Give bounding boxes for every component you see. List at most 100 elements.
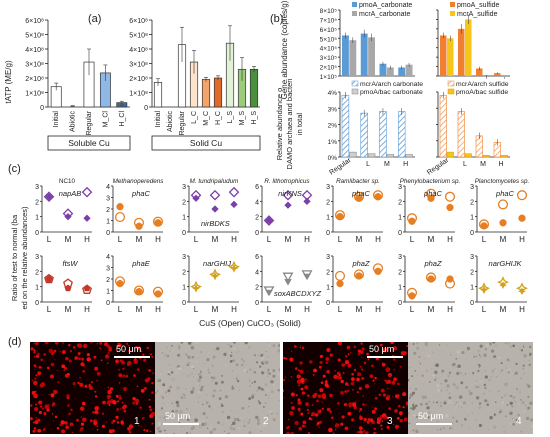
texture-speck [233, 347, 236, 350]
column-title: R. lithotrophicus [264, 178, 310, 185]
texture-speck [198, 425, 203, 429]
texture-speck [299, 369, 304, 374]
texture-speck [289, 411, 294, 416]
texture-speck [243, 361, 245, 363]
texture-speck [375, 357, 379, 361]
texture-speck [347, 385, 349, 387]
texture-speck [151, 381, 154, 385]
texture-speck [196, 342, 199, 345]
texture-speck [503, 430, 507, 434]
texture-speck [256, 361, 259, 364]
texture-speck [442, 385, 445, 388]
texture-speck [52, 420, 54, 422]
y-tick-label: 3 [326, 254, 330, 261]
texture-speck [312, 374, 315, 376]
texture-speck [94, 395, 98, 398]
texture-speck [269, 372, 271, 375]
data-point [133, 285, 145, 296]
x-tick-label: Abiotic [167, 111, 174, 133]
texture-speck [516, 388, 518, 390]
texture-speck [445, 399, 447, 402]
texture-speck [200, 385, 204, 389]
texture-speck [266, 370, 270, 374]
x-tick-label: M_S [239, 111, 246, 126]
texture-speck [427, 354, 430, 358]
texture-speck [241, 407, 245, 410]
texture-speck [326, 347, 331, 353]
x-tick-label: H [403, 161, 408, 168]
texture-speck [33, 343, 35, 345]
texture-speck [245, 431, 250, 434]
texture-speck [253, 354, 256, 357]
micrograph-number: 1 [134, 416, 140, 427]
texture-speck [68, 344, 71, 347]
texture-speck [363, 429, 366, 432]
texture-speck [35, 342, 39, 346]
texture-speck [40, 358, 43, 362]
texture-speck [390, 342, 395, 344]
y-tick-label: 6 [255, 254, 259, 261]
texture-speck [149, 414, 154, 419]
texture-speck [220, 357, 223, 360]
texture-speck [381, 362, 386, 367]
texture-speck [201, 403, 204, 406]
y-tick-label: 2×10⁸ [129, 76, 148, 83]
texture-speck [356, 377, 360, 382]
texture-speck [386, 425, 390, 429]
texture-speck [165, 414, 168, 417]
texture-speck [56, 427, 60, 430]
texture-speck [371, 364, 374, 368]
texture-speck [248, 379, 252, 383]
bar [360, 112, 368, 158]
texture-speck [525, 403, 528, 406]
texture-speck [360, 342, 363, 345]
texture-speck [262, 360, 266, 364]
texture-speck [167, 371, 170, 374]
micrograph-number: 3 [387, 416, 393, 427]
data-point [82, 284, 92, 294]
texture-speck [506, 358, 510, 361]
texture-speck [140, 426, 142, 428]
texture-speck [397, 404, 401, 408]
bar [457, 111, 465, 158]
texture-speck [350, 352, 351, 354]
texture-speck [413, 371, 417, 376]
texture-speck [34, 377, 37, 380]
texture-speck [276, 412, 278, 415]
texture-speck [334, 424, 339, 428]
texture-speck [243, 359, 245, 361]
texture-speck [373, 431, 377, 434]
y-tick-label: 0 [182, 230, 186, 237]
texture-speck [178, 421, 181, 424]
y-tick-label: 2 [106, 207, 110, 214]
texture-speck [527, 406, 530, 410]
texture-speck [387, 372, 393, 378]
texture-speck [125, 342, 129, 345]
texture-speck [159, 409, 162, 412]
texture-speck [512, 417, 514, 420]
texture-speck [54, 359, 56, 361]
texture-speck [374, 383, 376, 385]
x-tick-label: L [366, 161, 370, 168]
texture-speck [247, 421, 251, 425]
texture-speck [33, 427, 37, 430]
texture-speck [184, 352, 186, 354]
x-tick-label: M [356, 305, 363, 314]
texture-speck [109, 353, 111, 355]
y-tick-label: 6×10⁸ [129, 18, 148, 25]
texture-speck [205, 416, 208, 419]
texture-speck [448, 371, 452, 375]
texture-speck [250, 342, 254, 345]
y-tick-label: 6 [255, 184, 259, 191]
data-point [265, 216, 273, 225]
texture-speck [310, 418, 313, 421]
texture-speck [424, 342, 428, 345]
texture-speck [431, 421, 433, 423]
texture-speck [452, 416, 455, 419]
y-tick-label: 1 [106, 219, 110, 226]
texture-speck [90, 342, 93, 344]
y-tick-label: 2 [255, 215, 259, 222]
texture-speck [182, 393, 185, 396]
texture-speck [458, 406, 460, 407]
scale-bar [416, 423, 452, 425]
